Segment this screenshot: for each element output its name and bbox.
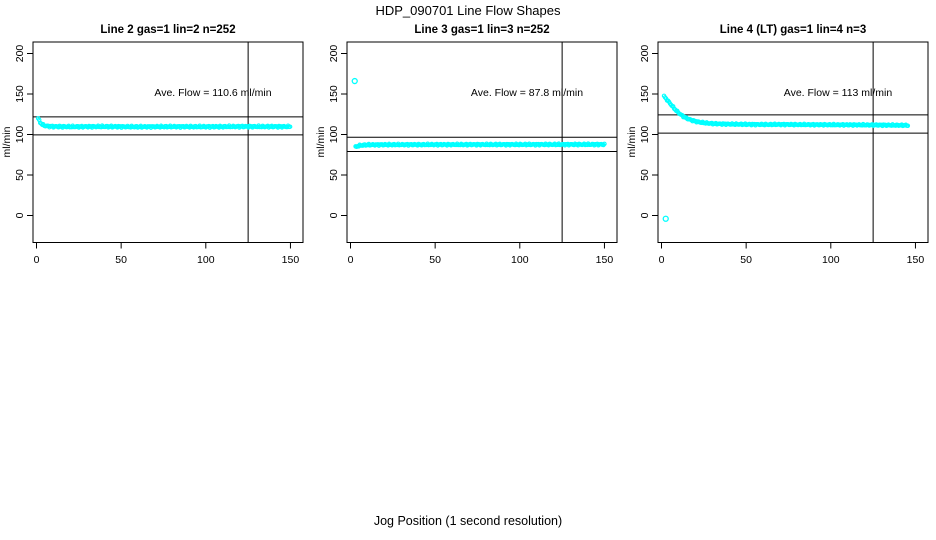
x-tick-label: 150 — [596, 254, 614, 266]
x-tick-label: 50 — [740, 254, 752, 266]
plot-box — [32, 41, 304, 243]
y-tick-label: 100 — [639, 126, 651, 144]
x-tick-label: 0 — [34, 254, 40, 266]
ave-flow-annotation-1: Ave. Flow = 110.6 ml/min — [154, 87, 271, 99]
y-tick-label: 200 — [14, 45, 26, 63]
x-tick-label: 150 — [907, 254, 925, 266]
y-tick-label: 100 — [14, 126, 26, 144]
y-tick-label: 100 — [328, 126, 340, 144]
chart-title: HDP_090701 Line Flow Shapes — [375, 3, 561, 18]
x-tick-label: 100 — [197, 254, 215, 266]
y-tick-label: 50 — [328, 169, 340, 181]
data-point — [905, 123, 911, 129]
panel-2: 0 50 100 150 0 50 100 150 200 — [328, 41, 618, 266]
y-axis-label-1: ml/min — [1, 126, 13, 157]
x-tick-label: 50 — [115, 254, 127, 266]
y-tick-label: 50 — [14, 169, 26, 181]
panel-1: 0 50 100 150 0 50 100 150 200 — [14, 41, 304, 266]
data-point — [287, 124, 293, 129]
y-tick-label: 150 — [639, 85, 651, 103]
data-points — [35, 116, 293, 130]
y-tick-label: 200 — [328, 45, 340, 63]
y-axis-label-2: ml/min — [315, 126, 327, 157]
plot-box — [657, 41, 929, 243]
x-tick-label: 0 — [348, 254, 354, 266]
x-tick-label: 100 — [822, 254, 840, 266]
y-axis-label-3: ml/min — [626, 126, 638, 157]
y-tick-label: 50 — [639, 169, 651, 181]
y-tick-label: 0 — [639, 212, 651, 218]
ave-flow-annotation-3: Ave. Flow = 113 ml/min — [784, 87, 893, 99]
panel-1-title: Line 2 gas=1 lin=2 n=252 — [100, 24, 235, 36]
y-tick-label: 150 — [328, 85, 340, 103]
x-tick-label: 100 — [511, 254, 529, 266]
x-tick-label: 0 — [659, 254, 665, 266]
plot-box — [346, 41, 618, 243]
data-point — [602, 141, 607, 147]
panel-3: 0 50 100 150 0 50 100 150 200 — [639, 41, 929, 266]
y-tick-label: 150 — [14, 85, 26, 103]
x-tick-label: 150 — [282, 254, 300, 266]
x-axis-label: Jog Position (1 second resolution) — [374, 514, 562, 528]
y-tick-label: 200 — [639, 45, 651, 63]
plot-panels: 0 50 100 150 0 50 100 150 200 0 50 100 150 0 50 100 150 2… — [14, 41, 929, 266]
data-points — [661, 93, 911, 129]
y-tick-label: 0 — [14, 212, 26, 218]
x-tick-label: 50 — [429, 254, 441, 266]
outlier-point — [662, 215, 669, 222]
y-tick-label: 0 — [328, 212, 340, 218]
outlier-point — [351, 77, 358, 85]
data-points — [353, 141, 607, 149]
panel-2-title: Line 3 gas=1 lin=3 n=252 — [414, 24, 549, 36]
ave-flow-annotation-2: Ave. Flow = 87.8 ml/min — [471, 87, 583, 99]
panel-3-title: Line 4 (LT) gas=1 lin=4 n=3 — [720, 24, 866, 36]
